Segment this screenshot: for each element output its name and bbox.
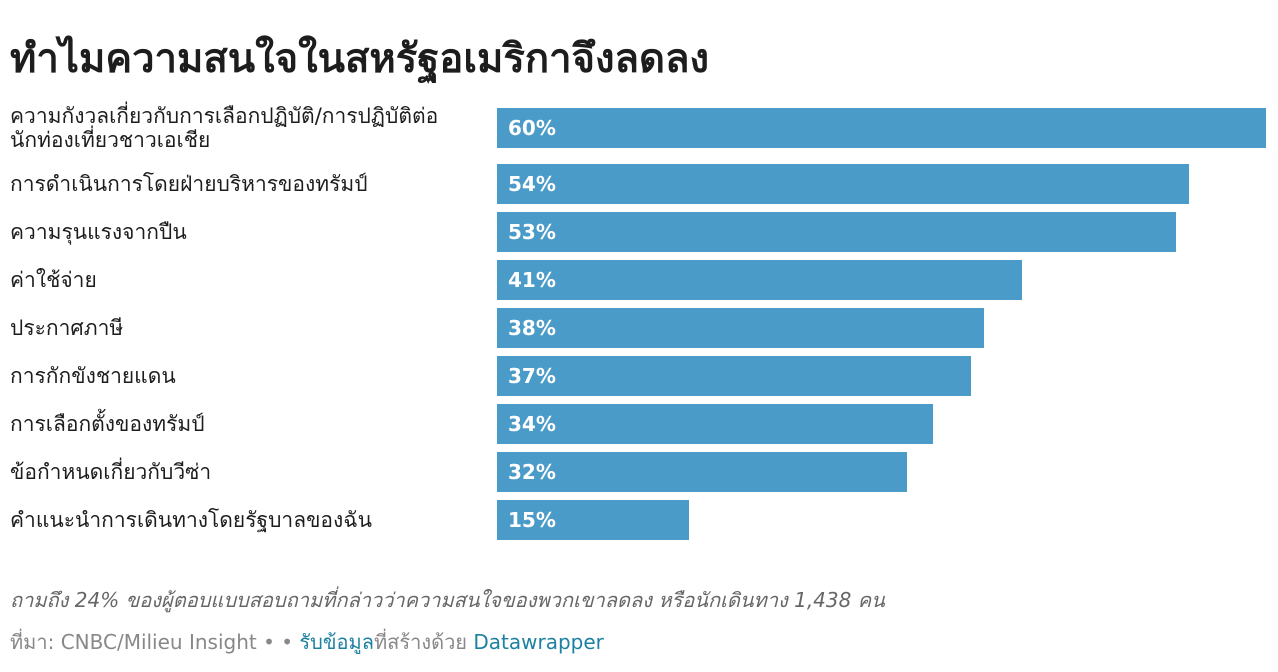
category-label: การดำเนินการโดยฝ่ายบริหารของทรัมป์ bbox=[10, 172, 368, 196]
value-label: 53% bbox=[508, 220, 556, 244]
tool-link[interactable]: Datawrapper bbox=[473, 630, 604, 654]
category-label: ประกาศภาษี bbox=[10, 316, 124, 340]
bar bbox=[497, 108, 1266, 148]
category-label: คำแนะนำการเดินทางโดยรัฐบาลของฉัน bbox=[10, 508, 372, 532]
bar bbox=[497, 164, 1190, 204]
value-label: 32% bbox=[508, 460, 556, 484]
bar bbox=[497, 212, 1177, 252]
get-data-link[interactable]: รับข้อมูล bbox=[299, 630, 374, 654]
bar bbox=[497, 452, 908, 492]
category-label: การเลือกตั้งของทรัมป์ bbox=[10, 412, 205, 436]
value-label: 38% bbox=[508, 316, 556, 340]
created-with: ที่สร้างด้วย bbox=[373, 630, 468, 654]
category-label: ความกังวลเกี่ยวกับการเลือกปฏิบัติ/การปฏิ… bbox=[10, 104, 439, 152]
value-label: 34% bbox=[508, 412, 556, 436]
category-label: ค่าใช้จ่าย bbox=[10, 268, 97, 292]
separator: • • bbox=[263, 630, 294, 654]
note: ถามถึง 24% ของผู้ตอบแบบสอบถามที่กล่าวว่า… bbox=[10, 588, 885, 612]
category-label: ข้อกำหนดเกี่ยวกับวีซ่า bbox=[10, 460, 212, 484]
bar bbox=[497, 500, 690, 540]
chart-title: ทำไมความสนใจในสหรัฐอเมริกาจึงลดลง bbox=[10, 36, 710, 82]
value-label: 54% bbox=[508, 172, 556, 196]
category-label: การกักขังชายแดน bbox=[10, 364, 176, 388]
category-label: ความรุนแรงจากปืน bbox=[10, 220, 187, 244]
source: ที่มา: CNBC/Milieu Insight bbox=[10, 630, 257, 654]
bar bbox=[497, 356, 972, 396]
bar bbox=[497, 260, 1023, 300]
bar bbox=[497, 404, 933, 444]
value-label: 41% bbox=[508, 268, 556, 292]
value-label: 60% bbox=[508, 116, 556, 140]
bar bbox=[497, 308, 985, 348]
value-label: 15% bbox=[508, 508, 556, 532]
value-label: 37% bbox=[508, 364, 556, 388]
footer: ที่มา: CNBC/Milieu Insight • • รับข้อมูล… bbox=[10, 626, 604, 658]
